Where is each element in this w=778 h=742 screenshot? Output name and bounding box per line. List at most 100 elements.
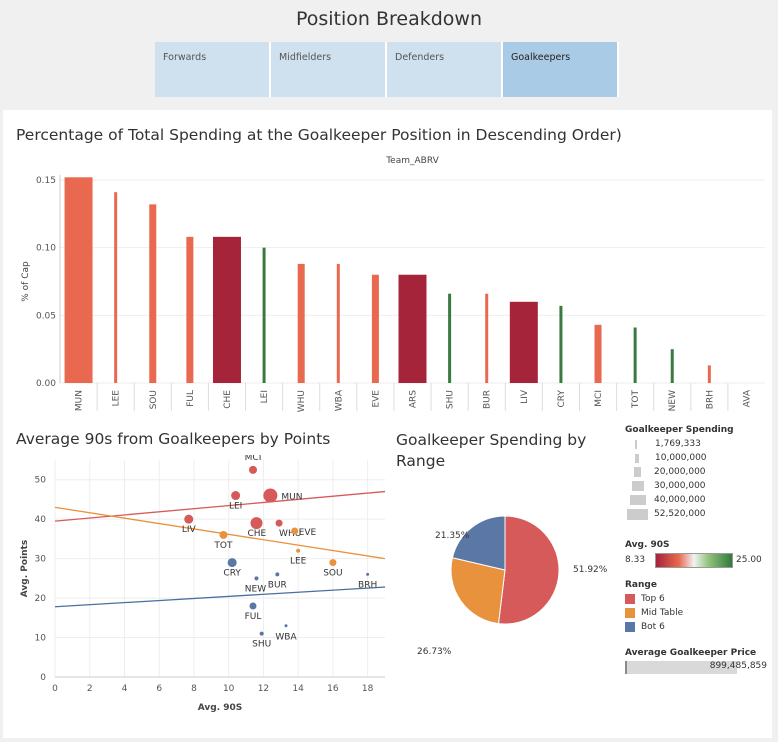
tab-midfielders[interactable]: Midfielders — [271, 42, 387, 97]
bar-mci — [594, 324, 602, 383]
scatter-point-new — [254, 576, 259, 581]
scatter-y-tick-label: 40 — [35, 515, 47, 525]
scatter-chart-title: Average 90s from Goalkeepers by Points — [16, 430, 331, 448]
price-bar: 899,485,859 — [625, 661, 767, 674]
pie-slice-bot-6 — [451, 515, 506, 571]
scatter-x-axis-label: Avg. 90S — [198, 703, 243, 713]
legend-size-item: 52,520,000 — [625, 507, 765, 521]
bar-x-tick-label: NEW — [668, 390, 678, 411]
bar-chart-title: Percentage of Total Spending at the Goal… — [16, 126, 622, 144]
bar-che — [212, 236, 241, 383]
legend-swatch — [625, 594, 635, 604]
bar-x-tick-label: LIV — [520, 389, 530, 404]
legend-size-item: 1,769,333 — [625, 437, 765, 451]
bar-x-tick-label: TOT — [631, 390, 641, 410]
legend-label: Mid Table — [641, 608, 684, 618]
tab-goalkeepers[interactable]: Goalkeepers — [503, 42, 619, 97]
scatter-point-label: LIV — [182, 525, 197, 535]
pie-chart: 51.92% 26.73% 21.35% — [417, 515, 608, 657]
scatter-x-tick-label: 2 — [87, 684, 93, 694]
scatter-point-lee — [296, 548, 301, 553]
legend-size-item: 20,000,000 — [625, 465, 765, 479]
pie-slice-label: 21.35% — [435, 531, 470, 541]
scatter-point-label: LEE — [290, 557, 307, 567]
bar-x-tick-label: CHE — [223, 390, 233, 409]
avg90-min: 8.33 — [625, 555, 646, 565]
spending-legend: Goalkeeper Spending 1,769,333 10,000,000… — [625, 425, 765, 521]
bar-x-tick-label: WBA — [334, 389, 344, 411]
bar-cry — [559, 305, 563, 383]
scatter-point-label: CRY — [223, 569, 241, 579]
scatter-point-label: WHU — [279, 529, 301, 539]
scatter-x-tick-label: 18 — [362, 684, 374, 694]
price-legend-title: Average Goalkeeper Price — [625, 648, 757, 658]
scatter-point-label: BUR — [268, 580, 287, 590]
bar-y-tick-label: 0.10 — [36, 244, 56, 254]
scatter-y-tick-label: 20 — [35, 594, 47, 604]
legend-size-label: 40,000,000 — [654, 495, 706, 505]
scatter-point-label: MCI — [245, 455, 262, 463]
scatter-x-tick-label: 8 — [191, 684, 197, 694]
legend-item-bot6: Bot 6 — [625, 620, 765, 634]
bar-x-tick-label: MUN — [75, 390, 85, 411]
bar-x-tick-label: WHU — [297, 390, 307, 412]
scatter-y-tick-label: 50 — [35, 476, 47, 486]
legend-size-label: 1,769,333 — [655, 439, 701, 449]
bar-lei — [262, 247, 266, 383]
pie-slice-label: 51.92% — [573, 565, 608, 575]
bar-wba — [336, 263, 340, 383]
scatter-x-tick-label: 10 — [223, 684, 235, 694]
bar-x-tick-label: FUL — [186, 390, 196, 407]
dashboard-panel — [3, 110, 772, 738]
scatter-point-ful — [249, 602, 257, 610]
scatter-x-tick-label: 4 — [122, 684, 128, 694]
scatter-point-wba — [284, 624, 288, 628]
legend-size-item: 10,000,000 — [625, 451, 765, 465]
legend-item-mid: Mid Table — [625, 606, 765, 620]
scatter-point-label: CHE — [247, 529, 266, 539]
price-value: 899,485,859 — [709, 661, 767, 671]
bar-x-tick-label: LEI — [260, 390, 270, 403]
bar-brh — [707, 365, 711, 383]
tab-defenders[interactable]: Defenders — [387, 42, 503, 97]
avg90-gradient-bar — [655, 553, 733, 568]
scatter-point-eve — [291, 527, 299, 535]
avg90-gradient-row: 8.33 25.00 — [625, 553, 770, 569]
bar-new — [670, 349, 674, 383]
scatter-x-tick-label: 0 — [52, 684, 58, 694]
bar-whu — [297, 263, 305, 383]
scatter-y-axis-label: Avg. Points — [20, 540, 30, 597]
scatter-x-tick-label: 16 — [327, 684, 339, 694]
bar-x-tick-label: CRY — [557, 390, 567, 408]
bar-sou — [149, 204, 157, 383]
scatter-point-label: BRH — [358, 580, 377, 590]
scatter-point-mci — [249, 465, 257, 474]
bar-x-tick-label: BRH — [705, 390, 715, 409]
scatter-x-tick-label: 6 — [156, 684, 162, 694]
bar-x-tick-label: ARS — [409, 390, 419, 408]
avg90-legend-title: Avg. 90S — [625, 540, 670, 550]
scatter-y-tick-label: 30 — [35, 555, 47, 565]
bar-ful — [186, 236, 194, 383]
bar-bur — [485, 293, 489, 383]
bar-y-tick-label: 0.05 — [36, 311, 56, 321]
legend-label: Top 6 — [641, 594, 665, 604]
scatter-point-sou — [329, 559, 337, 567]
scatter-point-label: LEI — [229, 502, 242, 512]
trend-line-bot — [54, 586, 386, 608]
range-legend: Range Top 6 Mid Table Bot 6 — [625, 580, 765, 634]
scatter-point-label: WBA — [275, 633, 297, 643]
bar-chart: Team_ABRV % of Cap 0.00 0.05 0.10 0.15 MUN LEE S… — [21, 156, 765, 412]
scatter-x-tick-label: 12 — [258, 684, 269, 694]
bar-x-tick-label: SOU — [149, 390, 159, 409]
scatter-point-label: FUL — [245, 612, 262, 622]
tab-forwards[interactable]: Forwards — [155, 42, 271, 97]
scatter-point-lei — [231, 491, 241, 501]
scatter-point-label: TOT — [213, 541, 233, 551]
legend-label: Bot 6 — [641, 622, 665, 632]
range-legend-title: Range — [625, 580, 657, 590]
legend-size-label: 10,000,000 — [655, 453, 707, 463]
scatter-y-tick-label: 0 — [40, 673, 46, 683]
legend-size-label: 20,000,000 — [654, 467, 706, 477]
price-legend: Average Goalkeeper Price 899,485,859 — [625, 648, 770, 674]
